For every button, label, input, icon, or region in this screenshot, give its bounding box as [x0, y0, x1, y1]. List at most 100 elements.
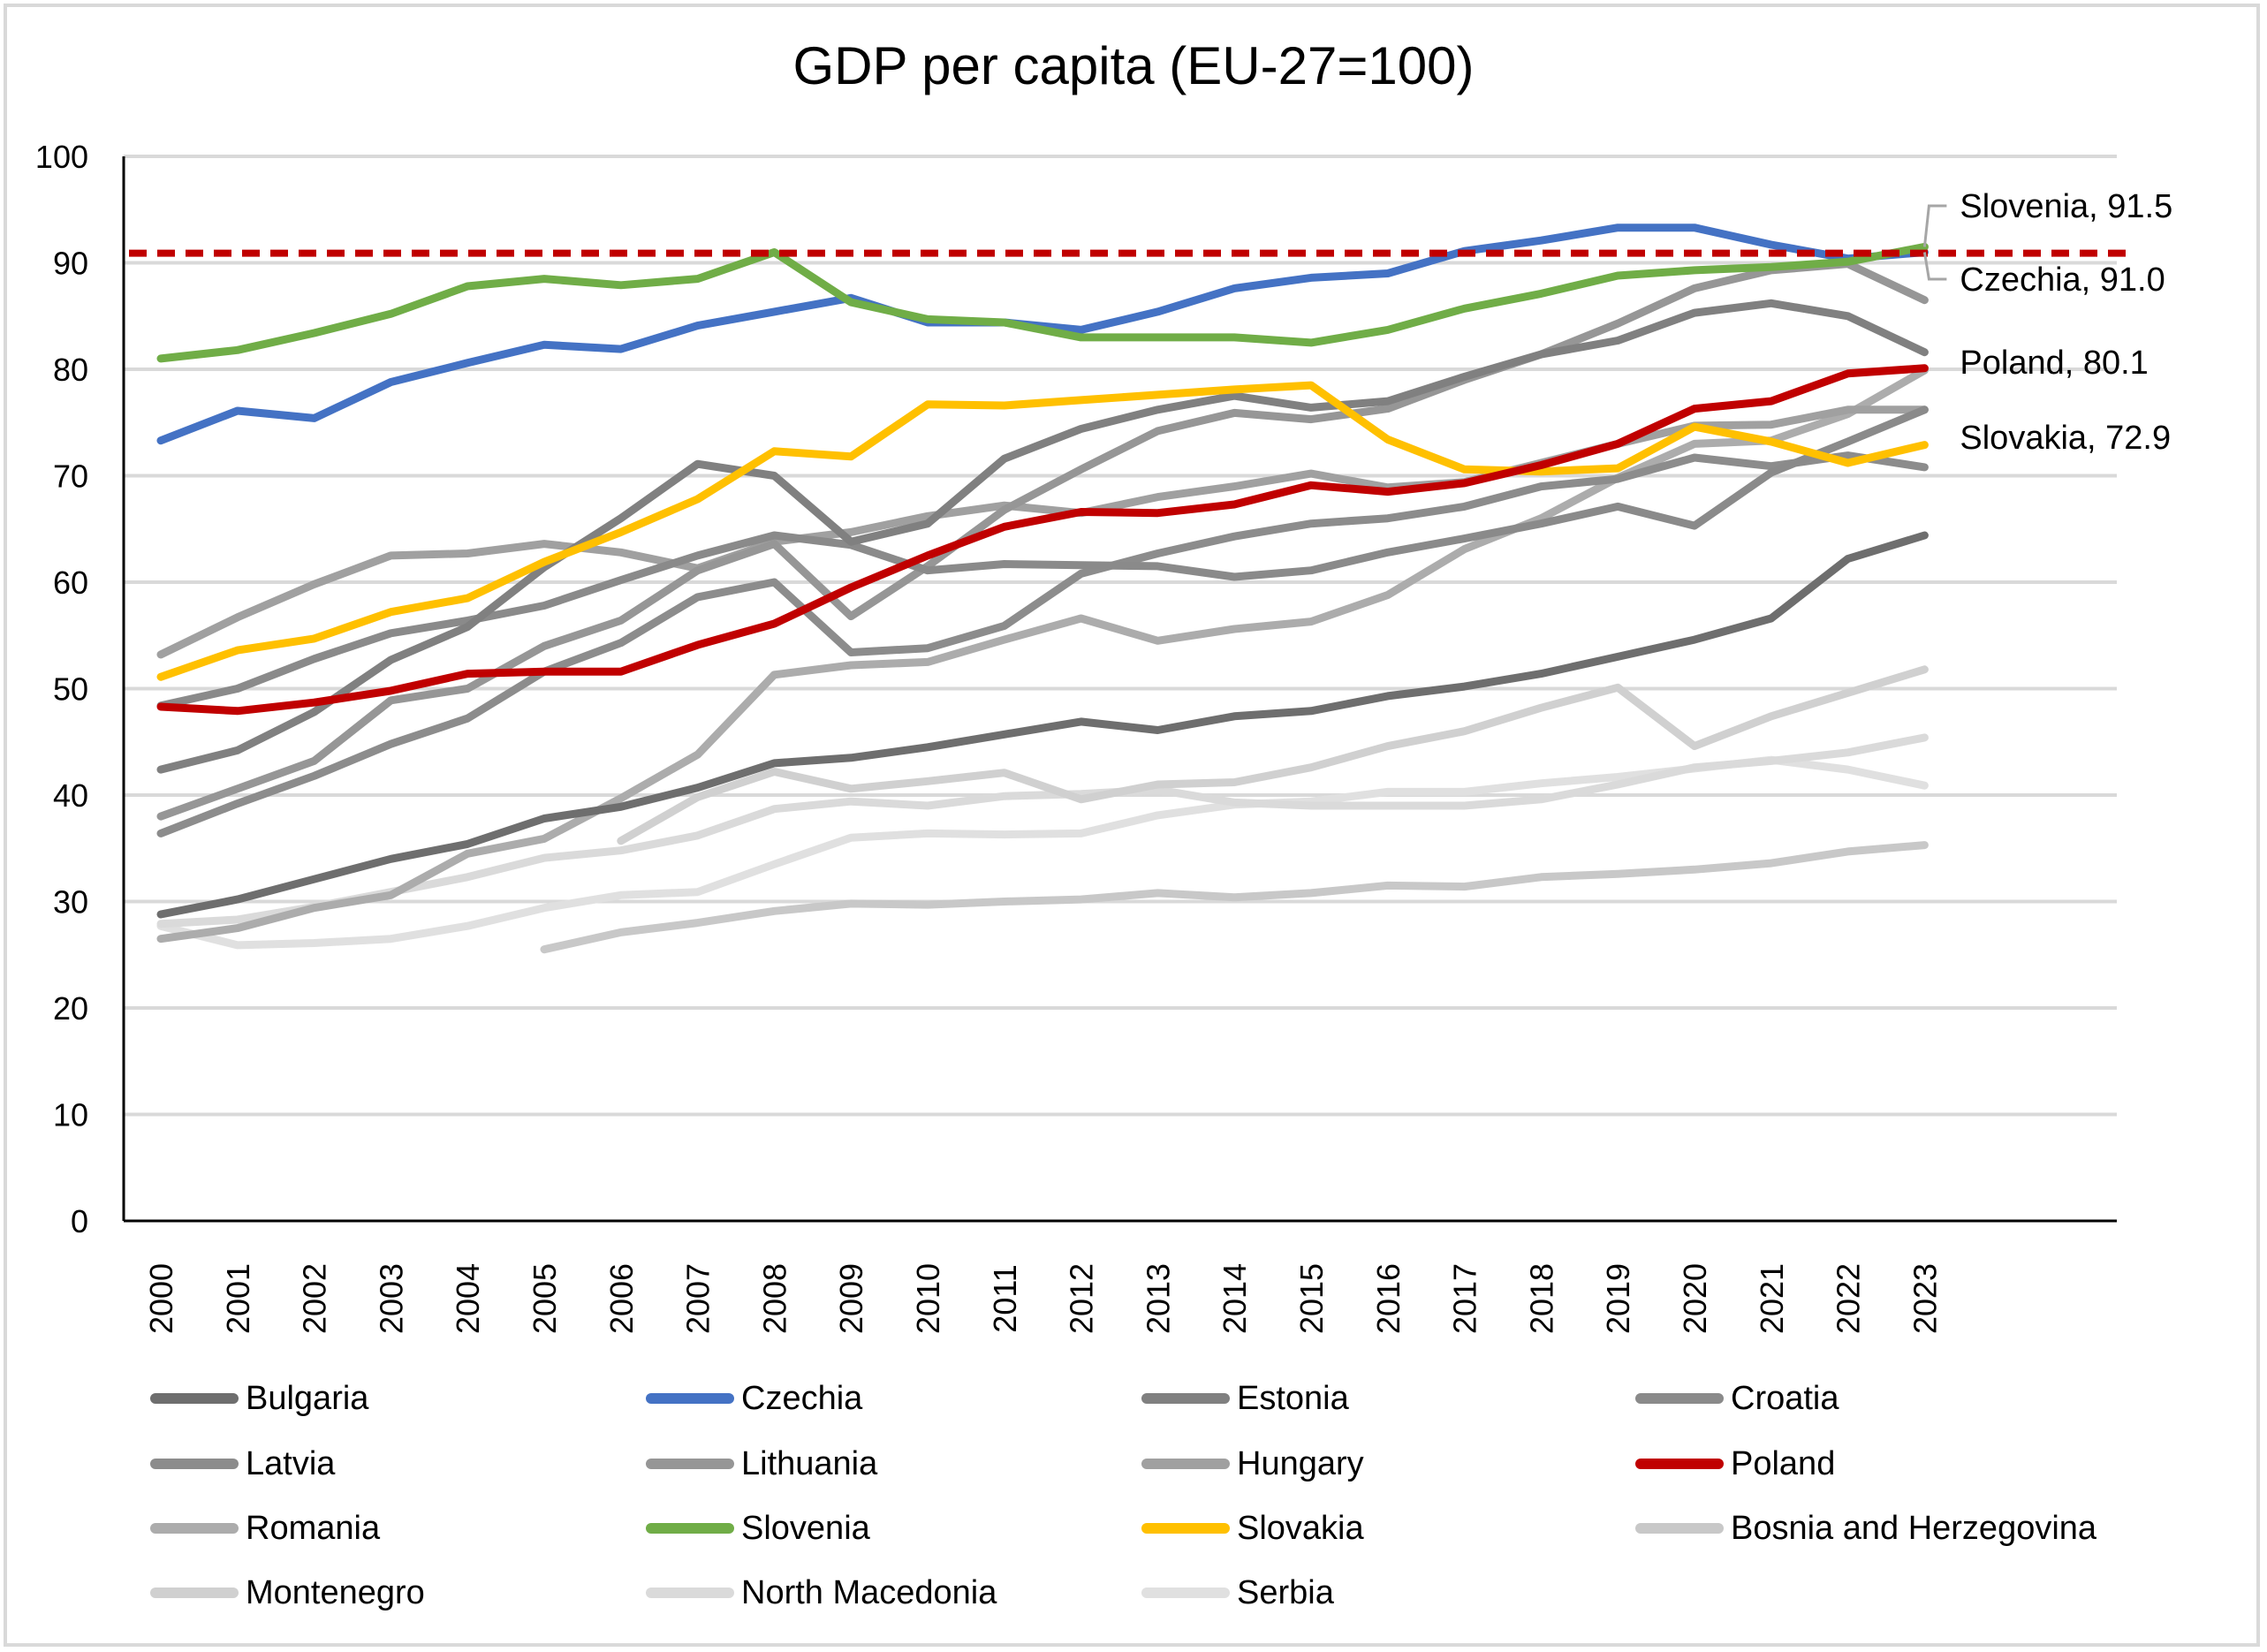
series-line-slovakia [156, 381, 1929, 681]
x-tick-label: 2011 [987, 1264, 1023, 1332]
legend-label: Slovakia [1237, 1509, 1364, 1547]
legend-item: Serbia [1141, 1571, 1334, 1615]
legend-label: North Macedonia [741, 1573, 997, 1611]
legend-swatch [646, 1523, 734, 1534]
x-tick-label: 2000 [143, 1263, 179, 1334]
legend-label: Serbia [1237, 1573, 1334, 1611]
annotation-leader-line [1922, 252, 1947, 281]
x-tick-label: 2020 [1677, 1263, 1713, 1334]
legend-swatch [150, 1523, 239, 1534]
series-line-czechia [156, 224, 1929, 445]
series-line-latvia [156, 451, 1929, 837]
data-label-czechia: Czechia, 91.0 [1960, 261, 2165, 299]
series-lines [156, 224, 1929, 954]
legend-label: Romania [246, 1509, 381, 1547]
y-tick-label: 0 [71, 1203, 88, 1239]
y-tick-label: 20 [53, 990, 88, 1027]
legend-item: Poland [1635, 1442, 1835, 1486]
data-label-poland: Poland, 80.1 [1960, 345, 2148, 382]
legend-label: Bulgaria [246, 1379, 369, 1417]
legend-item: Czechia [646, 1376, 862, 1421]
series-line-north-macedonia [156, 733, 1929, 928]
y-tick-label: 30 [53, 884, 88, 921]
legend-swatch [1141, 1588, 1230, 1598]
x-tick-label: 2016 [1370, 1263, 1406, 1334]
x-axis-ticks: 2000 2001 2002 2003 2004 2005 2006 2007 2008 2009… [143, 1263, 1943, 1334]
legend-swatch [150, 1459, 239, 1469]
series-line-slovenia [156, 242, 1929, 363]
legend-label: Latvia [246, 1444, 336, 1482]
legend-item: Lithuania [646, 1442, 877, 1486]
legend-swatch [1635, 1523, 1724, 1534]
legend-item: Croatia [1635, 1376, 1839, 1421]
y-tick-label: 90 [53, 246, 88, 282]
y-axis-ticks: 0 10 20 30 40 50 60 70 80 90 100 [35, 139, 88, 1239]
legend-item: Latvia [150, 1442, 335, 1486]
legend-swatch [1635, 1459, 1724, 1469]
series-line-serbia [156, 755, 1929, 950]
legend-item: Slovenia [646, 1506, 870, 1550]
legend-swatch [1141, 1523, 1230, 1534]
series-line-montenegro [617, 665, 1929, 845]
legend-swatch [150, 1588, 239, 1598]
legend-item: Bulgaria [150, 1376, 368, 1421]
legend-swatch [646, 1459, 734, 1469]
legend-swatch [150, 1393, 239, 1404]
data-label-slovakia: Slovakia, 72.9 [1960, 420, 2171, 457]
legend-label: Croatia [1731, 1379, 1839, 1417]
legend-item: Romania [150, 1506, 380, 1550]
x-tick-label: 2017 [1447, 1263, 1483, 1334]
series-line-lithuania [156, 260, 1929, 821]
annotations: Slovenia, 91.5 Czechia, 91.0 Poland, 80.1 S… [1922, 188, 2172, 457]
legend-label: Estonia [1237, 1379, 1349, 1417]
legend-swatch [1141, 1393, 1230, 1404]
x-tick-label: 2007 [680, 1263, 716, 1334]
x-tick-label: 2014 [1217, 1263, 1253, 1334]
data-label-slovenia: Slovenia, 91.5 [1960, 188, 2172, 225]
legend-swatch [1141, 1459, 1230, 1469]
y-tick-label: 10 [53, 1097, 88, 1133]
x-tick-label: 2010 [910, 1263, 946, 1334]
series-line-bulgaria [156, 531, 1929, 919]
y-tick-label: 70 [53, 458, 88, 495]
legend-label: Slovenia [741, 1509, 870, 1547]
series-line-estonia [156, 299, 1929, 774]
legend-item: Montenegro [150, 1571, 425, 1615]
x-tick-label: 2022 [1831, 1263, 1867, 1334]
x-tick-label: 2019 [1600, 1263, 1636, 1334]
x-tick-label: 2013 [1140, 1263, 1176, 1334]
x-tick-label: 2015 [1293, 1263, 1330, 1334]
x-tick-label: 2002 [297, 1263, 333, 1334]
legend-label: Lithuania [741, 1444, 878, 1482]
legend-item: Estonia [1141, 1376, 1349, 1421]
x-tick-label: 2023 [1907, 1263, 1943, 1334]
legend-item: North Macedonia [646, 1571, 997, 1615]
x-tick-label: 2006 [603, 1263, 640, 1334]
x-tick-label: 2001 [220, 1263, 256, 1334]
x-tick-label: 2018 [1523, 1263, 1559, 1334]
legend-item: Bosnia and Herzegovina [1635, 1506, 2096, 1550]
y-tick-label: 60 [53, 565, 88, 601]
series-line-poland [156, 364, 1929, 716]
legend-swatch [646, 1588, 734, 1598]
legend-label: Poland [1731, 1444, 1836, 1482]
y-tick-label: 80 [53, 352, 88, 388]
chart-title: GDP per capita (EU-27=100) [792, 36, 1475, 95]
y-tick-label: 40 [53, 777, 88, 814]
x-tick-label: 2004 [450, 1263, 486, 1334]
legend-item: Hungary [1141, 1442, 1364, 1486]
legend-label: Czechia [741, 1379, 863, 1417]
y-tick-label: 100 [35, 139, 88, 175]
annotation-leader-line [1922, 204, 1947, 247]
axes [122, 156, 2117, 1223]
x-tick-label: 2021 [1754, 1263, 1790, 1334]
x-tick-label: 2009 [833, 1263, 869, 1334]
series-line-croatia [156, 405, 1929, 710]
legend-swatch [646, 1393, 734, 1404]
legend-label: Bosnia and Herzegovina [1731, 1509, 2097, 1547]
legend-swatch [1635, 1393, 1724, 1404]
x-tick-label: 2005 [527, 1263, 563, 1334]
legend-label: Hungary [1237, 1444, 1364, 1482]
series-line-bosnia-and-herzegovina [540, 841, 1929, 954]
